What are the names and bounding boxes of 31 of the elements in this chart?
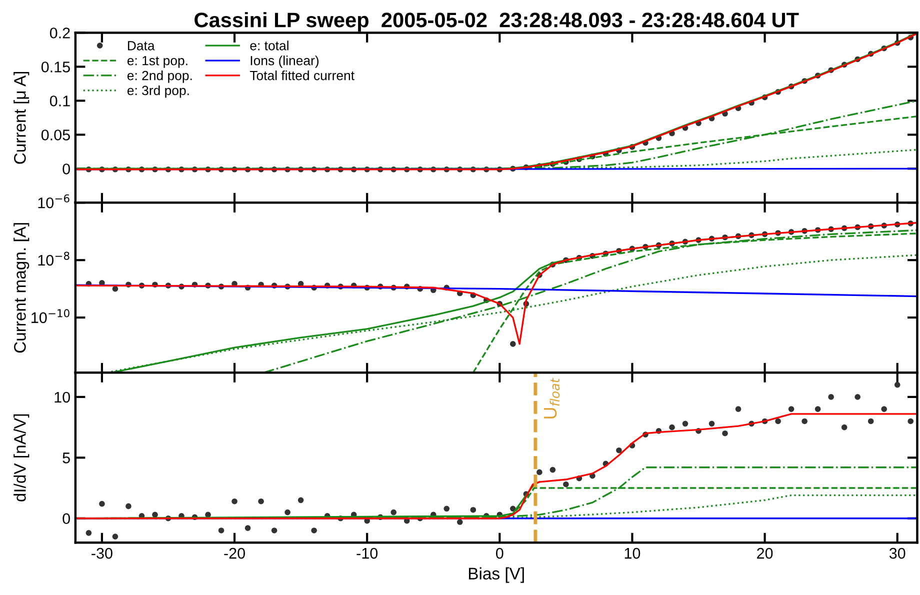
x-axis-title: Bias [V] xyxy=(468,567,524,583)
x-tick-label: -30 xyxy=(92,548,112,559)
legend-label: e: 2nd pop. xyxy=(127,70,192,83)
y-axis-title: Current [μ A] xyxy=(14,72,30,164)
legend-label: Ions (linear) xyxy=(250,56,319,68)
x-tick-label: -20 xyxy=(224,548,245,559)
y-tick-label: 0.1 xyxy=(50,96,70,106)
y-tick-label: 5 xyxy=(62,452,70,464)
y-tick-label: 0 xyxy=(62,513,70,524)
y-tick-label: 0 xyxy=(62,164,70,174)
y-axis-title: Current magn. [A] xyxy=(14,223,30,353)
legend-label: e: total xyxy=(250,40,288,50)
y-tick-label: 0.15 xyxy=(41,62,70,72)
y-tick-label: 10 xyxy=(54,392,70,403)
x-tick-label: 0 xyxy=(496,548,504,559)
y-tick-label: 0.05 xyxy=(41,130,70,140)
y-tick-label: 0.2 xyxy=(50,28,70,38)
y-axis-title: dI/dV [nA/V] xyxy=(14,414,30,502)
legend-label: e: 3rd pop. xyxy=(127,85,189,98)
legend-label: Total fitted current xyxy=(250,70,354,80)
x-tick-label: -10 xyxy=(356,548,378,559)
y-tick-label: 10$^{−10}$ xyxy=(32,309,70,324)
y-tick-label: 10$^{−6}$ xyxy=(38,194,70,208)
x-tick-label: 20 xyxy=(757,548,773,559)
y-tick-label: 10$^{−8}$ xyxy=(38,252,70,266)
legend-label: Data xyxy=(128,41,155,50)
ref-line-label: U$_{float}$ xyxy=(544,378,560,418)
legend-label: e: 1st pop. xyxy=(127,56,188,68)
x-tick-label: 10 xyxy=(624,548,640,559)
chart-title: Cassini LP sweep 2005-05-02 23:28:48.093 - 23:28:48.604 UT xyxy=(194,12,799,32)
x-tick-label: 30 xyxy=(889,548,906,559)
